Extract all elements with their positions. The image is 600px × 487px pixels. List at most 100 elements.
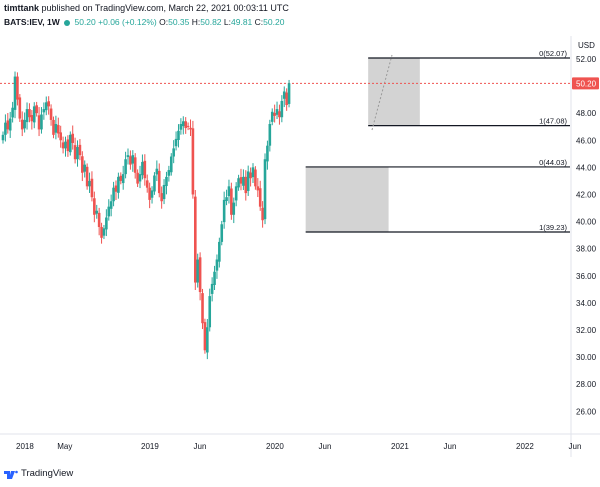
candle-body — [40, 114, 43, 130]
candle-body — [162, 184, 166, 200]
price-axis-labels: 26.00 28.00 30.00 32.00 34.00 36.00 38.00 40.00… — [576, 55, 597, 416]
candle-body — [88, 180, 91, 187]
candle-body — [155, 168, 159, 175]
candle-body — [73, 145, 77, 160]
candle-body — [11, 107, 14, 118]
candle-body — [56, 125, 60, 134]
candle-body — [49, 108, 53, 120]
candle-body — [4, 122, 7, 135]
candle-body — [174, 138, 178, 147]
published-text: published on TradingView.com, March 22, … — [41, 3, 289, 13]
candle-body — [198, 257, 202, 293]
candle-body — [150, 190, 154, 198]
status-dot-icon — [64, 19, 71, 26]
candle-body — [275, 109, 279, 115]
tradingview-logo[interactable]: TradingView — [4, 468, 73, 479]
open-label: O: — [159, 17, 169, 27]
candle-body — [215, 259, 219, 271]
candle-body — [270, 111, 274, 122]
candle-body — [83, 164, 87, 172]
low-label: L: — [223, 17, 232, 27]
candle-body — [287, 83, 291, 104]
candle-body — [100, 226, 103, 238]
candle-body — [242, 176, 245, 186]
candle-body — [121, 174, 125, 184]
candle-body — [227, 186, 231, 197]
time-tick-label: Jun — [444, 442, 457, 451]
level-label: 0(52.07) — [539, 49, 567, 58]
price-tick-label: 26.00 — [576, 407, 597, 416]
candle-body — [47, 101, 50, 107]
candle-body — [251, 167, 255, 178]
candle-body — [42, 109, 46, 113]
time-tick-label: Jun — [194, 442, 207, 451]
candle-body — [268, 123, 272, 146]
candle-body — [232, 202, 236, 215]
candle-body — [189, 127, 192, 130]
candle-body — [102, 228, 106, 236]
projection-line — [371, 54, 393, 131]
candle-body — [191, 128, 195, 195]
candle-body — [78, 144, 82, 156]
candle-body — [237, 178, 240, 188]
candle-body — [213, 271, 216, 285]
price-tick-label: 52.00 — [576, 55, 597, 64]
candle-body — [143, 160, 147, 179]
candle-body — [93, 198, 96, 215]
candle-body — [90, 178, 94, 198]
time-tick-label: 2019 — [141, 442, 159, 451]
last-price: 50.20 — [74, 17, 96, 27]
candle-body — [124, 159, 127, 175]
candle-body — [157, 170, 161, 194]
price-tick-label: 46.00 — [576, 136, 597, 145]
candle-body — [208, 296, 212, 328]
ohlc-legend: BATS:IEV, 1W 50.20 +0.06 (+0.12%) O:50.3… — [4, 17, 284, 27]
candle-body — [30, 115, 34, 122]
candle-body — [266, 145, 269, 162]
time-axis-labels: 2018 May 2019 Jun 2020 Jun 2021 Jun 2022 Jun — [16, 442, 581, 451]
candle-body — [201, 293, 204, 324]
candle-body — [114, 185, 118, 192]
price-tick-label: 36.00 — [576, 272, 597, 281]
candle-body — [177, 130, 180, 140]
price-tick-label: 40.00 — [576, 218, 597, 227]
candle-body — [112, 187, 115, 202]
candle-body — [196, 259, 200, 283]
price-tick-label: 48.00 — [576, 109, 597, 118]
level-label: 1(47.08) — [539, 117, 567, 126]
candle-body — [61, 142, 65, 149]
candle-body — [203, 322, 207, 351]
current-price-tag: 50.20 — [572, 77, 599, 90]
candle-body — [169, 156, 173, 173]
candle-body — [71, 133, 75, 143]
candle-body — [81, 156, 84, 173]
candle-body — [66, 139, 70, 152]
candle-body — [32, 106, 36, 123]
candle-body — [6, 120, 10, 130]
candle-body — [141, 161, 144, 176]
level-label: 1(39.23) — [539, 223, 567, 232]
close-label: C: — [254, 17, 264, 27]
publish-info: timttank published on TradingView.com, M… — [4, 3, 289, 13]
candle-body — [220, 224, 224, 242]
candle-body — [23, 119, 26, 129]
candle-body — [136, 172, 139, 184]
candle-body — [249, 172, 252, 179]
candle-body — [25, 109, 29, 123]
candle-body — [126, 155, 130, 158]
time-tick-label: 2018 — [16, 442, 34, 451]
range-box — [305, 166, 389, 232]
candle-body — [1, 134, 5, 141]
candle-body — [28, 109, 31, 118]
candle-body — [37, 115, 41, 130]
candle-body — [239, 177, 243, 184]
price-tick-label: 42.00 — [576, 190, 597, 199]
candle-body — [13, 76, 17, 110]
candle-body — [172, 148, 175, 157]
price-tick-label: 38.00 — [576, 245, 597, 254]
candle-body — [109, 201, 113, 209]
brand-name: TradingView — [21, 468, 74, 479]
level-label: 0(44.03) — [539, 158, 567, 167]
candle-body — [148, 187, 151, 200]
